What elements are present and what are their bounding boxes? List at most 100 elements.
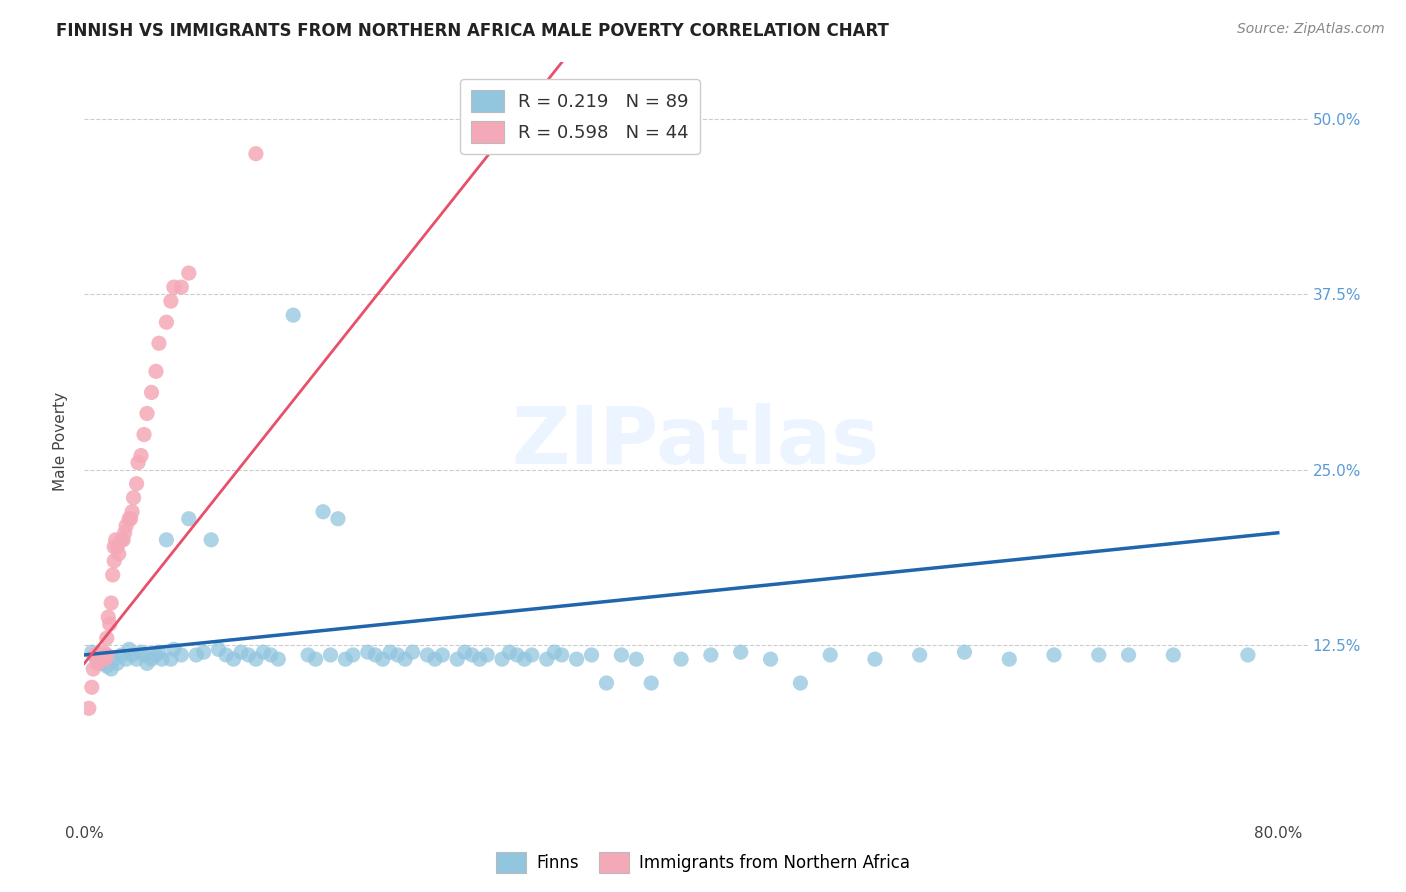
Point xyxy=(170,648,193,662)
Legend: R = 0.219   N = 89, R = 0.598   N = 44: R = 0.219 N = 89, R = 0.598 N = 44 xyxy=(460,79,700,153)
Point xyxy=(93,645,115,659)
Point xyxy=(551,648,574,662)
Point xyxy=(97,610,120,624)
Point xyxy=(84,648,107,662)
Point xyxy=(87,657,110,671)
Point xyxy=(908,648,931,662)
Point xyxy=(118,642,141,657)
Point xyxy=(626,652,648,666)
Point xyxy=(245,652,267,666)
Point xyxy=(125,652,148,666)
Point xyxy=(789,676,811,690)
Point xyxy=(100,662,122,676)
Point xyxy=(103,652,125,666)
Point xyxy=(163,642,186,657)
Point xyxy=(335,652,357,666)
Point xyxy=(581,648,603,662)
Point xyxy=(446,652,468,666)
Point xyxy=(252,645,274,659)
Point xyxy=(454,645,477,659)
Point xyxy=(863,652,886,666)
Point xyxy=(177,512,200,526)
Point xyxy=(267,652,290,666)
Point xyxy=(91,648,114,662)
Point xyxy=(432,648,454,662)
Point xyxy=(80,645,103,659)
Point xyxy=(148,336,170,351)
Point xyxy=(543,645,565,659)
Point xyxy=(222,652,245,666)
Point xyxy=(145,648,167,662)
Legend: Finns, Immigrants from Northern Africa: Finns, Immigrants from Northern Africa xyxy=(489,846,917,880)
Y-axis label: Male Poverty: Male Poverty xyxy=(53,392,69,491)
Point xyxy=(200,533,222,547)
Text: ZIPatlas: ZIPatlas xyxy=(512,402,880,481)
Point xyxy=(136,657,159,671)
Point xyxy=(94,652,117,666)
Point xyxy=(121,648,143,662)
Point xyxy=(498,645,520,659)
Point xyxy=(283,308,305,322)
Point xyxy=(304,652,326,666)
Point xyxy=(132,427,155,442)
Point xyxy=(98,617,121,632)
Point xyxy=(83,648,105,662)
Point xyxy=(118,512,141,526)
Point xyxy=(238,648,260,662)
Point xyxy=(416,648,439,662)
Point xyxy=(640,676,662,690)
Point xyxy=(155,533,177,547)
Point xyxy=(423,652,446,666)
Point xyxy=(129,449,152,463)
Point xyxy=(91,657,114,671)
Point xyxy=(103,554,125,568)
Point xyxy=(461,648,484,662)
Point xyxy=(468,652,491,666)
Point xyxy=(104,533,127,547)
Point xyxy=(818,648,841,662)
Point xyxy=(100,596,122,610)
Point xyxy=(610,648,633,662)
Point xyxy=(129,645,152,659)
Point xyxy=(177,266,200,280)
Point xyxy=(759,652,782,666)
Point xyxy=(145,364,167,378)
Point xyxy=(207,642,229,657)
Point xyxy=(1043,648,1066,662)
Point xyxy=(89,648,111,662)
Point xyxy=(96,659,118,673)
Point xyxy=(103,540,125,554)
Point xyxy=(700,648,723,662)
Point xyxy=(80,680,103,694)
Point xyxy=(357,645,380,659)
Point xyxy=(160,652,183,666)
Point xyxy=(401,645,423,659)
Point xyxy=(89,652,111,666)
Point xyxy=(125,476,148,491)
Point xyxy=(1237,648,1260,662)
Point xyxy=(730,645,752,659)
Point xyxy=(121,505,143,519)
Point xyxy=(170,280,193,294)
Point xyxy=(342,648,364,662)
Point xyxy=(565,652,588,666)
Point xyxy=(186,648,208,662)
Point xyxy=(115,652,138,666)
Point xyxy=(101,568,124,582)
Point xyxy=(150,652,173,666)
Point xyxy=(595,676,617,690)
Point xyxy=(115,518,138,533)
Point xyxy=(475,648,498,662)
Point xyxy=(394,652,416,666)
Point xyxy=(669,652,692,666)
Point xyxy=(96,648,118,662)
Point xyxy=(245,146,267,161)
Point xyxy=(82,662,104,676)
Point xyxy=(297,648,319,662)
Text: Source: ZipAtlas.com: Source: ZipAtlas.com xyxy=(1237,22,1385,37)
Text: FINNISH VS IMMIGRANTS FROM NORTHERN AFRICA MALE POVERTY CORRELATION CHART: FINNISH VS IMMIGRANTS FROM NORTHERN AFRI… xyxy=(56,22,889,40)
Point xyxy=(111,648,134,662)
Point xyxy=(364,648,387,662)
Point xyxy=(229,645,252,659)
Point xyxy=(387,648,409,662)
